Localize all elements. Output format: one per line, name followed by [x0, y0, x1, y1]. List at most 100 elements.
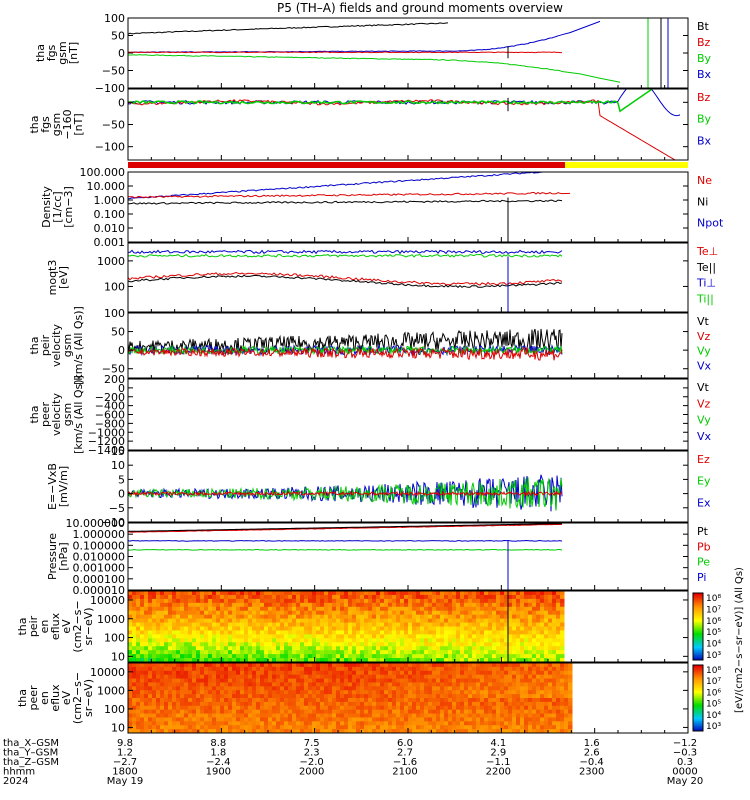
- panel-peir-spectrogram: 10000 1000 100 10 thapeirenefluxeV(cm2−s−sr−…: [16, 590, 689, 663]
- time-axis-value: 2200: [486, 767, 511, 778]
- time-axis-value: 0.3: [677, 757, 693, 768]
- y-tick-label: 0.000010: [73, 584, 126, 597]
- y-tick-label: 100: [104, 307, 125, 320]
- legend-ti||: Ti||: [696, 292, 714, 305]
- y-axis-label: peir: [27, 615, 40, 637]
- y-tick-label: 0.001000: [73, 562, 126, 575]
- time-axis-value: −2.4: [206, 757, 230, 768]
- colorbar-tick-label: 10³: [706, 651, 721, 661]
- y-tick-label: −5: [109, 502, 125, 515]
- panel-frame: [127, 522, 689, 591]
- y-tick-label: −50: [102, 119, 125, 132]
- y-tick-label: 50: [111, 326, 125, 339]
- y-tick-label: −50: [102, 363, 125, 376]
- series-bx: [128, 89, 681, 117]
- y-tick-label: −600: [95, 409, 125, 422]
- y-axis-label: [nT]: [67, 42, 80, 64]
- colorbar: 10⁸10⁷10⁶10⁵10⁴10³10⁸10⁷10⁶10⁵10⁴10³[eV/…: [692, 567, 745, 732]
- time-axis-value: −0.4: [580, 757, 604, 768]
- time-axis-date-end: May 20: [667, 776, 704, 787]
- colorbar-tick-label: 10⁷: [706, 605, 721, 615]
- y-axis-label: −160: [61, 109, 74, 139]
- series-pi: [128, 539, 563, 542]
- time-axis: tha_X–GSM 9.8 8.8 7.5 6.0 4.1 1.6 −1.2 tha_Y–GSM…: [3, 738, 703, 787]
- panel-frame: [127, 242, 689, 313]
- colorbar-tick-label: 10⁶: [706, 617, 721, 627]
- y-tick-label: 1000: [97, 255, 125, 268]
- panel-peer-velocity: 2000−200−400−600−800−1000−1200−1400 thape…: [28, 373, 712, 457]
- legend-vt: Vt: [697, 381, 710, 394]
- y-tick-label: 100: [104, 12, 125, 25]
- time-axis-value: 2.6: [584, 748, 600, 759]
- y-tick-label: 0.010000: [73, 551, 126, 564]
- y-tick-label: 0: [118, 96, 125, 109]
- series-vy: [128, 344, 563, 356]
- y-axis-label: [km/s (All Qs)]: [72, 375, 85, 454]
- y-axis-label: tha: [34, 44, 47, 62]
- y-axis-label: sr−eV): [82, 607, 95, 645]
- y-tick-label: 50: [111, 30, 125, 43]
- y-axis-label: (cm2−s−: [71, 600, 84, 652]
- y-axis-label: eV: [60, 619, 73, 634]
- y-tick-label: 15: [111, 445, 125, 458]
- y-tick-label: 10: [111, 459, 125, 472]
- time-axis-value: 6.0: [397, 738, 413, 749]
- series-npot: [128, 172, 551, 200]
- y-tick-label: −1400: [88, 444, 125, 457]
- y-axis-label: gsm: [56, 41, 69, 64]
- series-ne: [128, 191, 571, 199]
- y-tick-label: −10: [102, 516, 125, 529]
- y-axis-label: [cm−3]: [62, 186, 75, 228]
- time-axis-value: −2.0: [300, 757, 324, 768]
- y-tick-label: 100.000: [80, 166, 126, 179]
- legend-vt: Vt: [697, 315, 710, 328]
- series-bz: [128, 98, 676, 160]
- panel-pressure: 10.0000001.0000000.1000000.0100000.00100…: [46, 517, 711, 597]
- legend-pt: Pt: [697, 525, 709, 538]
- colorbar-tick-label: 10³: [706, 722, 721, 732]
- y-tick-label: 10: [111, 721, 125, 734]
- time-axis-row-label: tha_Y–GSM: [3, 748, 58, 759]
- time-axis-value: −1.1: [486, 757, 510, 768]
- time-axis-value: 2000: [299, 767, 324, 778]
- legend-vz: Vz: [697, 330, 711, 343]
- time-axis-value: 1.2: [117, 748, 133, 759]
- y-axis-label: Density: [40, 186, 53, 228]
- legend-by: By: [697, 52, 712, 65]
- y-axis-label: eflux: [49, 684, 62, 712]
- series-pb: [128, 523, 563, 533]
- series-bz: [128, 51, 562, 54]
- y-tick-label: 1000: [97, 684, 125, 697]
- y-tick-label: −200: [95, 391, 125, 404]
- quality-bar-yellow: [565, 162, 688, 168]
- time-axis-value: 0000: [672, 767, 697, 778]
- time-axis-value: 1.8: [210, 748, 226, 759]
- y-axis-label: [mV/m]: [57, 466, 70, 507]
- y-tick-label: 1.000: [94, 194, 126, 207]
- y-tick-label: 0: [118, 382, 125, 395]
- series-ey: [128, 477, 563, 511]
- legend-ti⊥: Ti⊥: [696, 277, 716, 290]
- y-tick-label: 10.000000: [66, 517, 126, 530]
- time-axis-value: 2.9: [490, 748, 506, 759]
- series-ti-perp: [128, 249, 563, 255]
- y-axis-label: tha: [16, 617, 29, 635]
- time-axis-year: 2024: [3, 776, 28, 787]
- legend-pe: Pe: [697, 556, 710, 569]
- y-tick-label: 0: [118, 488, 125, 501]
- colorbar-tick-label: 10⁷: [706, 677, 721, 687]
- legend-pi: Pi: [697, 571, 706, 584]
- y-tick-label: −800: [95, 417, 125, 430]
- legend-ez: Ez: [697, 453, 710, 466]
- y-axis-label: gsm: [61, 334, 74, 357]
- legend-ex: Ex: [697, 496, 711, 509]
- time-axis-value: −1.6: [393, 757, 417, 768]
- series-ez: [128, 490, 563, 497]
- series-vt: [128, 328, 563, 353]
- y-axis-label: [1/cc]: [51, 191, 64, 222]
- legend-ni: Ni: [697, 195, 708, 208]
- y-tick-label: 10.000: [87, 180, 126, 193]
- y-axis-label: tha: [28, 115, 41, 133]
